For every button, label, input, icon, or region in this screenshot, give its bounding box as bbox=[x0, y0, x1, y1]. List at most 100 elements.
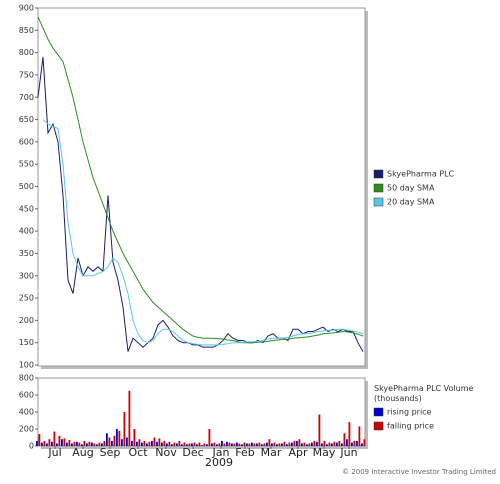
legend-title: SkyePharma PLC Volume (thousands) bbox=[374, 384, 474, 403]
volume-bar bbox=[128, 390, 131, 446]
volume-bar bbox=[188, 443, 191, 446]
volume-bar bbox=[318, 414, 321, 446]
volume-bar bbox=[351, 442, 353, 446]
volume-bar bbox=[96, 444, 98, 446]
volume-bar bbox=[198, 442, 201, 446]
volume-bar bbox=[271, 443, 273, 446]
volume-bar bbox=[158, 438, 161, 446]
volume-bar bbox=[348, 422, 351, 446]
legend-label: rising price bbox=[387, 408, 432, 417]
volume-bar bbox=[233, 443, 236, 446]
volume-bar bbox=[358, 426, 361, 446]
volume-bar bbox=[203, 443, 206, 446]
volume-bar bbox=[186, 444, 188, 446]
volume-bar bbox=[133, 429, 136, 446]
volume-bar bbox=[258, 442, 261, 446]
volume-bar bbox=[121, 439, 123, 446]
volume-bar bbox=[193, 442, 196, 446]
volume-bar bbox=[268, 439, 271, 446]
volume-bar bbox=[328, 442, 331, 446]
volume-bar bbox=[276, 444, 278, 446]
y-tick-label: 600 bbox=[19, 137, 34, 146]
y-tick-label: 800 bbox=[19, 374, 34, 383]
volume-bar bbox=[38, 434, 41, 446]
volume-bar bbox=[266, 442, 268, 446]
legend-label: SkyePharma PLC bbox=[387, 170, 455, 179]
volume-bar bbox=[78, 442, 81, 446]
volume-bar bbox=[243, 442, 246, 446]
volume-bar bbox=[311, 442, 313, 446]
y-tick-label: 150 bbox=[19, 338, 34, 347]
volume-bar bbox=[138, 439, 141, 446]
y-tick-label: 500 bbox=[19, 182, 34, 191]
legend-label: 50 day SMA bbox=[387, 184, 435, 193]
volume-bar bbox=[246, 443, 248, 446]
y-tick-label: 0 bbox=[29, 442, 34, 451]
volume-bar bbox=[141, 442, 143, 446]
volume-bar bbox=[53, 431, 56, 446]
y-tick-label: 800 bbox=[19, 48, 34, 57]
volume-bar bbox=[363, 439, 366, 446]
y-tick-label: 350 bbox=[19, 249, 34, 258]
volume-bar bbox=[288, 442, 291, 446]
volume-bar bbox=[48, 439, 51, 446]
series-line bbox=[37, 16, 364, 344]
volume-bar bbox=[93, 443, 96, 446]
x-tick-label: Jun bbox=[339, 446, 357, 459]
volume-bar bbox=[231, 443, 233, 446]
volume-panel bbox=[37, 377, 366, 447]
volume-bar bbox=[108, 437, 111, 446]
volume-bar bbox=[253, 443, 256, 446]
volume-bar bbox=[176, 443, 178, 446]
x-tick-label: Aug bbox=[72, 446, 93, 459]
volume-bar bbox=[323, 440, 326, 446]
volume-bar bbox=[343, 433, 346, 446]
volume-bar bbox=[171, 444, 173, 446]
volume-bar bbox=[136, 441, 138, 446]
volume-bar bbox=[333, 441, 336, 446]
series-line bbox=[37, 57, 364, 352]
volume-bar bbox=[148, 441, 151, 446]
y-tick-label: 600 bbox=[19, 391, 34, 400]
volume-bar bbox=[83, 440, 86, 446]
volume-bar bbox=[46, 443, 48, 446]
volume-bar bbox=[151, 440, 153, 446]
x-tick-label: Apr bbox=[288, 446, 308, 459]
volume-bar bbox=[236, 442, 238, 446]
x-tick-label: Dec bbox=[182, 446, 203, 459]
volume-bar bbox=[296, 440, 298, 446]
legend-swatch bbox=[373, 421, 384, 431]
volume-bar bbox=[263, 443, 266, 446]
series-line bbox=[42, 119, 364, 346]
volume-bar bbox=[278, 443, 281, 446]
volume-bar bbox=[163, 440, 166, 446]
y-tick-label: 250 bbox=[19, 294, 34, 303]
y-tick-label: 400 bbox=[19, 227, 34, 236]
volume-bar bbox=[106, 433, 108, 446]
volume-bar bbox=[208, 429, 211, 446]
volume-bar bbox=[293, 440, 296, 446]
volume-bar bbox=[313, 440, 316, 446]
volume-bar bbox=[221, 440, 223, 446]
volume-bar bbox=[61, 439, 63, 446]
volume-bar bbox=[43, 440, 46, 446]
price-panel bbox=[37, 7, 366, 367]
volume-bar bbox=[301, 443, 303, 446]
volume-bar bbox=[361, 443, 363, 446]
volume-bar bbox=[166, 443, 168, 446]
volume-bar bbox=[321, 443, 323, 446]
y-tick-label: 100 bbox=[19, 361, 34, 370]
y-tick-label: 200 bbox=[19, 425, 34, 434]
volume-bar bbox=[273, 442, 276, 446]
volume-bar bbox=[173, 442, 176, 446]
volume-bar bbox=[168, 441, 171, 446]
volume-bar bbox=[341, 443, 343, 446]
volume-bar bbox=[81, 444, 83, 446]
volume-bar bbox=[281, 443, 283, 446]
legend-label: 20 day SMA bbox=[387, 198, 435, 207]
volume-bar bbox=[91, 442, 93, 446]
volume-bar bbox=[71, 443, 73, 446]
y-tick-label: 700 bbox=[19, 93, 34, 102]
volume-bar bbox=[116, 429, 118, 446]
volume-bar bbox=[251, 442, 253, 446]
